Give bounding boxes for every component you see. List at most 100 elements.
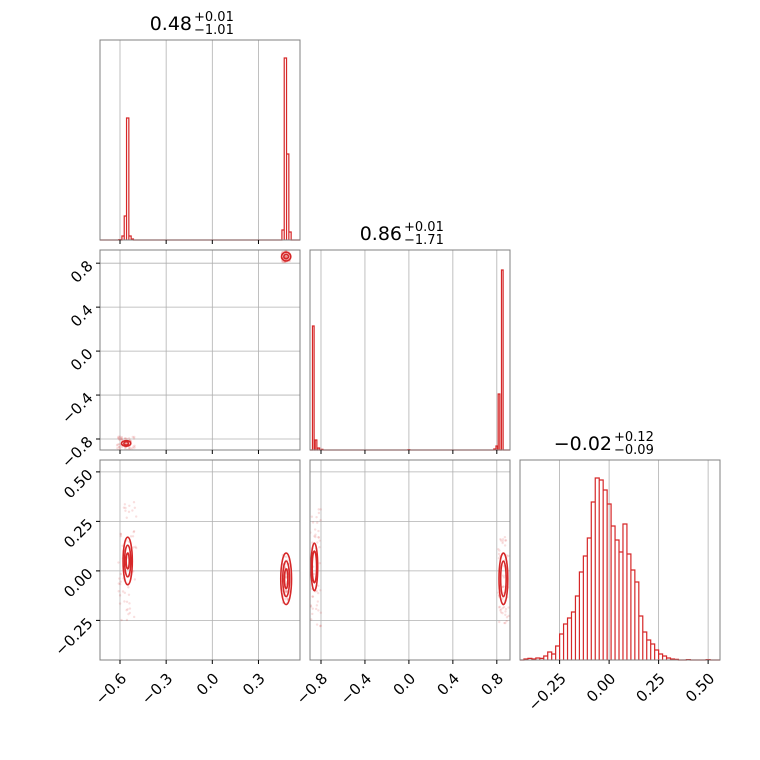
sample-point-r2c1-1-28 — [499, 539, 503, 542]
panel-frame-r2c0 — [99, 459, 301, 661]
sample-point-r1c0-0-44 — [120, 435, 124, 439]
contour-r2c0-2 — [125, 552, 131, 570]
sample-point-r2c1-0-5 — [314, 533, 317, 536]
x-tick-label-param0-1: −0.3 — [138, 670, 176, 708]
x-tick-label-param1-4: 0.8 — [477, 670, 507, 700]
sample-point-r2c1-0-15 — [316, 600, 320, 603]
sample-point-r2c1-0-12 — [319, 624, 322, 628]
sample-point-r1c0-0-11 — [133, 435, 136, 439]
sample-point-r2c1-1-49 — [501, 606, 505, 610]
sample-point-r1c0-0-55 — [119, 437, 123, 441]
panel-frame-r1c0 — [99, 249, 301, 451]
sample-point-r1c0-0-19 — [118, 438, 121, 441]
contour-r1c0-0 — [120, 439, 132, 447]
sample-point-r1c0-0-22 — [120, 436, 123, 440]
sample-point-r2c0-0-53 — [128, 611, 132, 615]
sample-point-r2c1-1-32 — [496, 591, 500, 594]
contour-r1c0-1 — [123, 440, 130, 446]
sample-point-r2c1-0-25 — [311, 607, 314, 610]
sample-point-r2c0-0-2 — [127, 586, 130, 589]
sample-point-r1c0-0-58 — [125, 437, 129, 441]
sample-point-r2c0-0-43 — [125, 618, 129, 622]
contour-r2c0-1 — [123, 544, 132, 578]
contour-r2c1-2 — [498, 552, 509, 606]
sample-point-r1c0-0-1 — [117, 445, 121, 449]
sample-point-r2c1-1-27 — [497, 556, 501, 560]
sample-point-r2c0-0-6 — [133, 506, 137, 509]
panel-frame-r2c1 — [309, 459, 511, 661]
sample-point-r2c1-1-11 — [498, 606, 501, 609]
sample-point-r2c0-0-29 — [125, 608, 128, 612]
sample-point-r2c1-0-31 — [315, 604, 319, 607]
sample-point-r2c0-0-22 — [132, 530, 135, 534]
sample-point-r2c1-1-23 — [498, 605, 501, 608]
sample-point-r2c0-0-49 — [132, 501, 136, 504]
sample-point-r2c0-0-59 — [119, 580, 122, 583]
sample-point-r2c0-0-31 — [121, 590, 125, 593]
sample-point-r1c0-0-26 — [118, 445, 121, 449]
sample-point-r1c0-0-28 — [116, 443, 120, 446]
sample-point-r2c1-0-57 — [317, 609, 320, 612]
x-tick-label-param2-1: 0.00 — [583, 670, 619, 706]
sample-point-r2c1-0-9 — [317, 584, 320, 588]
sample-point-r2c0-1-9 — [284, 576, 288, 580]
sample-point-r2c1-0-53 — [310, 618, 313, 621]
sample-point-r1c0-0-35 — [129, 447, 132, 450]
sample-point-r1c0-0-12 — [117, 442, 121, 446]
contour-r2c1-3 — [499, 560, 507, 598]
x-tick-label-param1-2: 0.0 — [390, 670, 420, 700]
sample-point-r2c0-0-41 — [126, 608, 129, 611]
sample-point-r2c1-1-56 — [505, 619, 508, 623]
sample-point-r2c0-1-41 — [285, 590, 288, 593]
sample-point-r2c0-0-14 — [134, 545, 137, 549]
sample-point-r1c0-0-37 — [131, 435, 134, 439]
sample-point-r2c0-0-17 — [119, 534, 123, 538]
sample-point-r2c0-1-17 — [284, 591, 287, 594]
sample-point-r1c0-0-27 — [124, 447, 127, 450]
sample-point-r2c1-0-48 — [311, 521, 315, 524]
y-tick-label-param2-3: 0.50 — [60, 466, 96, 502]
contour-r2c1-0 — [310, 542, 319, 592]
sample-point-r2c1-0-4 — [313, 535, 316, 538]
sample-point-r1c0-0-59 — [131, 447, 134, 450]
sample-point-r2c1-0-50 — [319, 624, 322, 627]
sample-point-r2c1-1-29 — [503, 535, 507, 539]
sample-point-r2c1-1-13 — [503, 621, 506, 625]
sample-point-r2c1-1-20 — [501, 611, 504, 615]
sample-point-r2c1-1-35 — [499, 608, 503, 611]
contour-r2c0-5 — [283, 568, 289, 590]
sample-point-r2c1-0-55 — [315, 515, 318, 519]
sample-point-r2c0-0-35 — [127, 612, 130, 616]
sample-point-r1c0-0-34 — [120, 445, 123, 449]
sample-point-r2c0-0-13 — [123, 600, 126, 603]
sample-point-r2c1-0-39 — [318, 562, 322, 565]
sample-point-r2c0-0-57 — [129, 535, 133, 538]
sample-point-r2c0-0-9 — [118, 594, 122, 597]
sample-point-r1c0-0-8 — [128, 446, 131, 450]
histogram-param-1 — [310, 269, 510, 451]
y-tick-label-param1-1: −0.4 — [58, 389, 96, 427]
sample-point-r2c1-0-36 — [317, 511, 321, 515]
sample-point-r2c0-0-33 — [123, 503, 127, 506]
contour-r1c0-2 — [280, 251, 292, 262]
sample-point-r2c1-0-7 — [310, 604, 313, 607]
sample-point-r2c1-1-1 — [504, 613, 507, 617]
histogram-param-2 — [520, 477, 720, 661]
x-tick-label-param2-0: −0.25 — [525, 670, 570, 715]
sample-point-r2c0-0-7 — [124, 506, 127, 510]
sample-point-r2c0-0-58 — [117, 590, 120, 593]
sample-point-r2c1-0-23 — [319, 611, 323, 614]
sample-point-r2c0-0-34 — [132, 546, 135, 549]
sample-point-r2c0-0-11 — [128, 504, 131, 507]
sample-point-r2c1-1-10 — [499, 611, 503, 614]
title-upper-param0: +0.01 — [194, 10, 234, 25]
sample-point-r2c1-1-45 — [497, 552, 501, 556]
sample-point-r2c1-1-12 — [501, 598, 504, 601]
sample-point-r1c0-0-36 — [120, 438, 124, 441]
sample-point-r2c1-0-11 — [310, 515, 314, 518]
sample-point-r1c0-0-32 — [123, 437, 127, 440]
sample-point-r1c0-1-34 — [284, 256, 288, 259]
contour-r2c0-0 — [122, 536, 134, 586]
sample-point-r2c1-0-19 — [317, 536, 320, 539]
